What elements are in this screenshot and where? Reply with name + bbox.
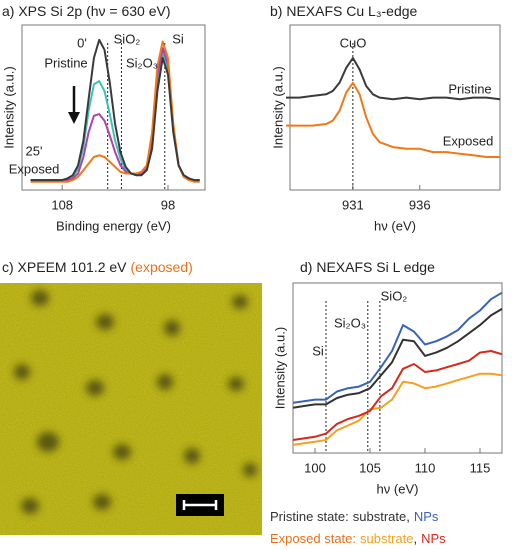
- annotation: Exposed: [443, 133, 494, 148]
- legend-entry: substrate: [360, 531, 413, 546]
- legend-row: Exposed state: substrate, NPs: [270, 531, 446, 546]
- series-line: [292, 291, 503, 404]
- x-tick-label: 936: [409, 197, 431, 212]
- x-tick-label: 931: [342, 197, 364, 212]
- x-axis-label: hν (eV): [377, 481, 419, 496]
- series-line: [292, 308, 503, 409]
- panel-title-text: c) XPEEM 101.2 eV: [2, 259, 127, 275]
- title-note: (exposed): [131, 259, 193, 275]
- legend-entry: NPs: [421, 531, 446, 546]
- y-axis-label: Intensity (a.u.): [270, 66, 285, 148]
- legend-entry: NPs: [414, 509, 439, 524]
- annotation: CuO: [340, 35, 367, 50]
- annotation: 0': [77, 35, 87, 50]
- panel-title: c) XPEEM 101.2 eV (exposed): [2, 259, 193, 275]
- scale-bar: [182, 500, 218, 510]
- annotation: SiO₂: [114, 31, 141, 46]
- plot-frame: [292, 282, 503, 454]
- x-tick-label: 105: [359, 460, 381, 475]
- x-axis-label: hν (eV): [374, 218, 416, 233]
- annotation: Si₂O₃: [334, 315, 366, 330]
- panel-title-text: a) XPS Si 2p (hν = 630 eV): [2, 3, 170, 19]
- series-line: [286, 81, 500, 158]
- panel-title-text: b) NEXAFS Cu L₃-edge: [270, 3, 418, 19]
- series-line: [286, 57, 501, 101]
- plot-frame: [289, 24, 501, 191]
- series-line: [292, 372, 503, 446]
- panel-title: a) XPS Si 2p (hν = 630 eV): [2, 3, 170, 19]
- legend-row: Pristine state: substrate, NPs: [270, 509, 439, 524]
- arrow-head: [68, 112, 80, 124]
- panel-title: d) NEXAFS Si L edge: [300, 259, 435, 275]
- y-axis-label: Intensity (a.u.): [1, 66, 16, 148]
- y-axis-label: Intensity (a.u.): [272, 327, 287, 409]
- x-tick-label: 110: [415, 460, 436, 475]
- x-tick-label: 100: [304, 460, 326, 475]
- annotation: Exposed: [9, 161, 60, 176]
- legend-label: Exposed state:: [270, 531, 356, 546]
- annotation: SiO₂: [381, 288, 408, 303]
- x-tick-label: 115: [470, 460, 491, 475]
- panel-title: b) NEXAFS Cu L₃-edge: [270, 3, 418, 19]
- x-tick-label: 108: [51, 197, 73, 212]
- x-tick-label: 98: [161, 197, 175, 212]
- x-axis-label: Binding energy (eV): [56, 218, 171, 233]
- xpeem-image: [0, 283, 262, 535]
- legend-entry: substrate: [353, 509, 406, 524]
- legend-separator: ,: [413, 531, 417, 546]
- annotation: Pristine: [44, 55, 87, 70]
- series-line: [30, 38, 200, 182]
- series-line: [30, 40, 200, 183]
- legend-label: Pristine state:: [270, 509, 349, 524]
- plot-frame: [21, 24, 206, 191]
- annotation: Si₂O₃: [126, 55, 158, 70]
- series-line: [292, 350, 503, 441]
- annotation: Pristine: [448, 81, 491, 96]
- annotation: Si: [312, 343, 324, 358]
- legend-separator: ,: [406, 509, 410, 524]
- annotation: Si: [172, 31, 184, 46]
- panel-title-text: d) NEXAFS Si L edge: [300, 259, 435, 275]
- annotation: 25': [26, 143, 43, 158]
